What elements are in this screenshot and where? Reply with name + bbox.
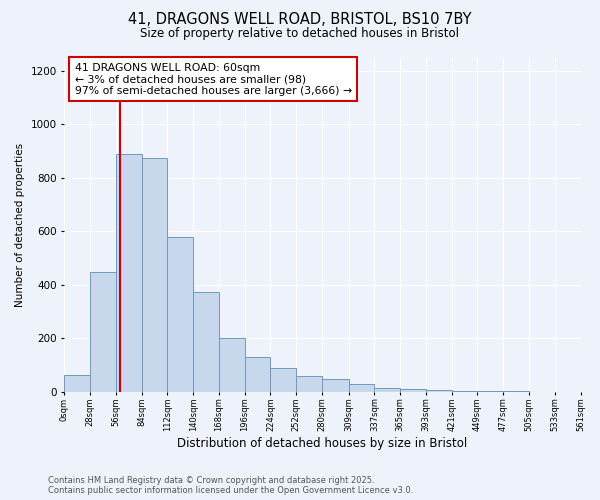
Bar [400, 389, 426, 392]
Y-axis label: Number of detached properties: Number of detached properties [15, 142, 25, 307]
Bar [322, 378, 349, 392]
Bar [478, 391, 503, 392]
Bar [167, 236, 193, 392]
Bar [116, 154, 142, 392]
Bar [90, 272, 116, 392]
Text: 41 DRAGONS WELL ROAD: 60sqm
← 3% of detached houses are smaller (98)
97% of semi: 41 DRAGONS WELL ROAD: 60sqm ← 3% of deta… [75, 62, 352, 96]
Bar [193, 292, 219, 392]
Bar [349, 384, 374, 392]
Bar [426, 390, 452, 392]
Bar [64, 376, 90, 392]
Text: Size of property relative to detached houses in Bristol: Size of property relative to detached ho… [140, 28, 460, 40]
Bar [271, 368, 296, 392]
Bar [142, 158, 167, 392]
Bar [245, 357, 271, 392]
X-axis label: Distribution of detached houses by size in Bristol: Distribution of detached houses by size … [178, 437, 467, 450]
Bar [452, 390, 478, 392]
Bar [296, 376, 322, 392]
Bar [219, 338, 245, 392]
Text: Contains HM Land Registry data © Crown copyright and database right 2025.
Contai: Contains HM Land Registry data © Crown c… [48, 476, 413, 495]
Bar [374, 388, 400, 392]
Text: 41, DRAGONS WELL ROAD, BRISTOL, BS10 7BY: 41, DRAGONS WELL ROAD, BRISTOL, BS10 7BY [128, 12, 472, 28]
